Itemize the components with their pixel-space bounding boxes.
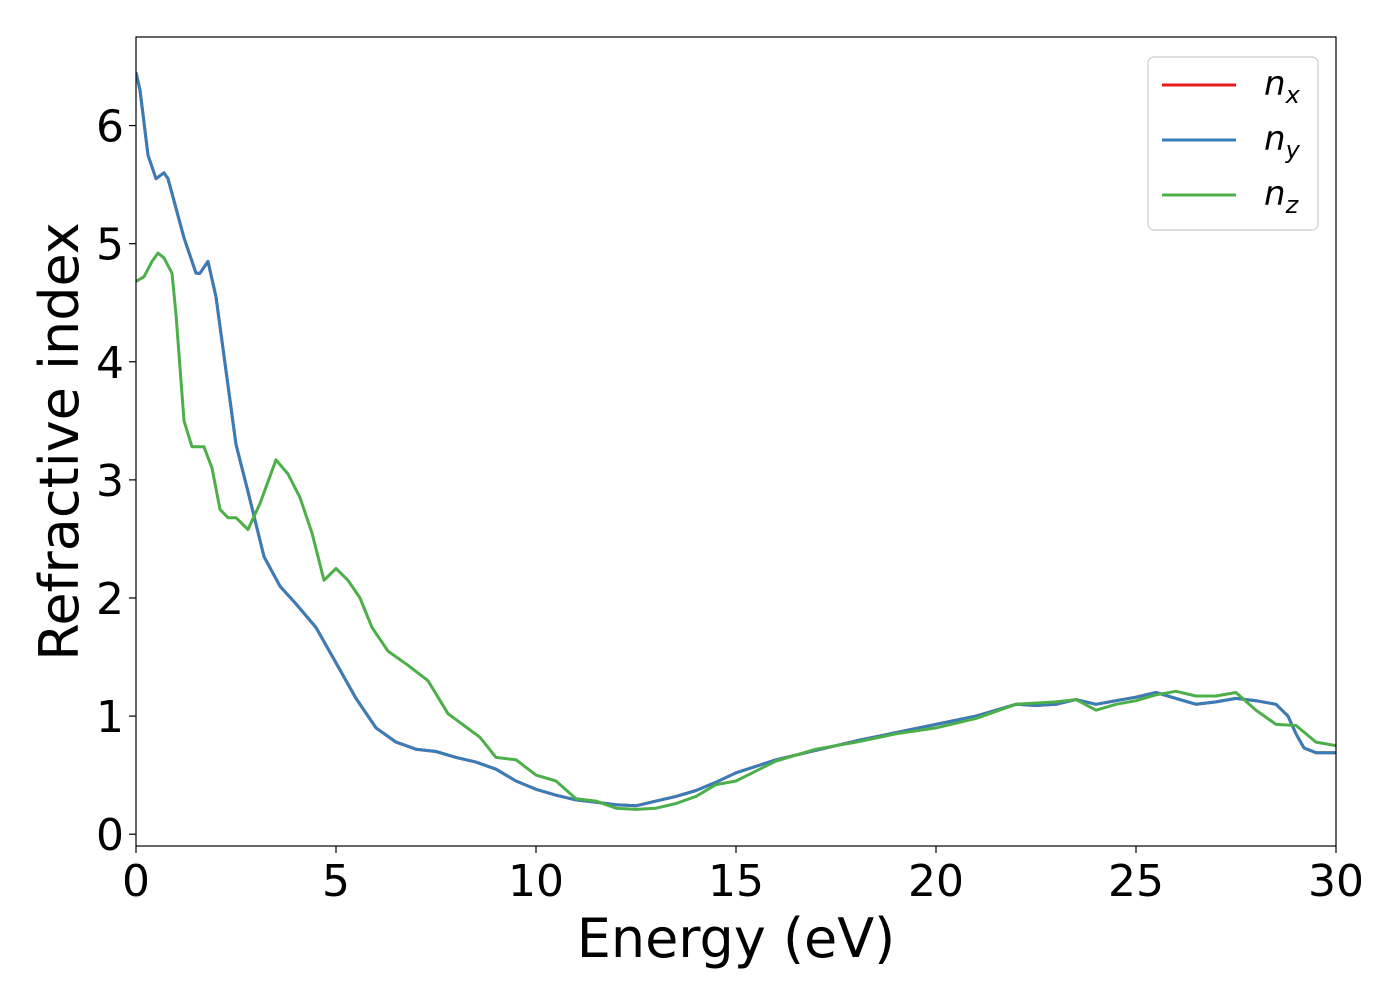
series-group	[136, 72, 1336, 811]
y-tick-label: 6	[96, 102, 124, 153]
x-tick-label: 25	[1108, 856, 1164, 907]
x-tick-label: 0	[122, 856, 150, 907]
x-tick-label: 10	[508, 856, 564, 907]
x-axis-ticks: 0 5 10 15 20 25 30	[122, 846, 1364, 907]
y-axis-ticks: 0 1 2 3 4 5 6	[96, 102, 136, 861]
y-tick-label: 3	[96, 456, 124, 507]
legend-label-nx: nx	[1264, 64, 1301, 109]
y-tick-label: 5	[96, 220, 124, 271]
x-tick-label: 20	[908, 856, 964, 907]
x-tick-label: 30	[1308, 856, 1364, 907]
x-axis-label: Energy (eV)	[577, 907, 896, 970]
y-tick-label: 1	[96, 692, 124, 743]
x-tick-label: 15	[708, 856, 764, 907]
y-tick-label: 0	[96, 810, 124, 861]
y-tick-label: 2	[96, 574, 124, 625]
y-tick-label: 4	[96, 338, 124, 389]
x-tick-label: 5	[322, 856, 350, 907]
y-axis-label: Refractive index	[28, 222, 91, 661]
legend-label-nz: nz	[1264, 174, 1300, 219]
legend: nx ny nz	[1147, 56, 1319, 231]
series-line-nz	[136, 251, 1336, 811]
legend-label-ny: ny	[1264, 119, 1301, 164]
legend-box	[1147, 56, 1319, 231]
